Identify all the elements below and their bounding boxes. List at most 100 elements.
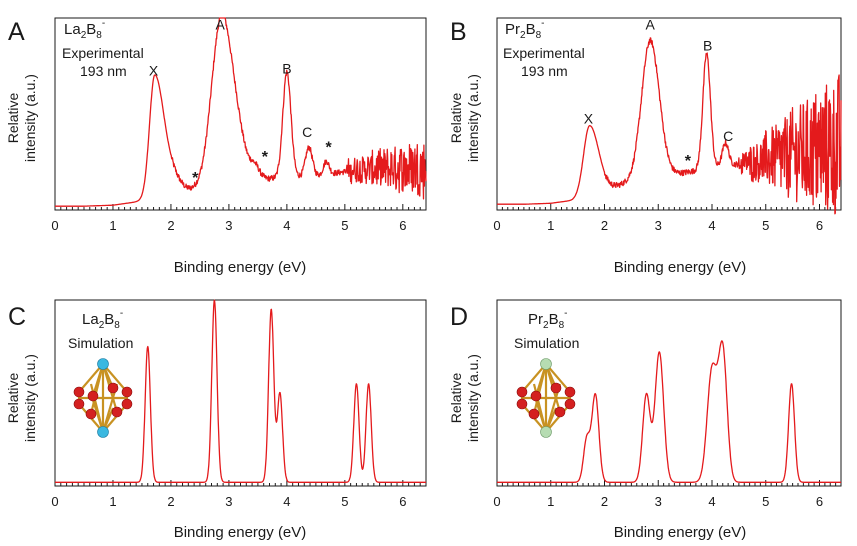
species-base: La	[64, 21, 81, 38]
peak-label: B	[282, 61, 291, 77]
bond	[78, 363, 104, 393]
ylabel: Relative intensity (a.u.)	[5, 354, 38, 442]
boron-atom	[564, 386, 576, 398]
species-sup: -	[541, 18, 544, 29]
note-1: Simulation	[514, 335, 579, 351]
x-tick-label: 5	[762, 218, 769, 233]
x-tick-label: 0	[493, 218, 500, 233]
species-sub2: 8	[559, 320, 565, 331]
ylabel: Relative intensity (a.u.)	[448, 74, 481, 162]
x-tick-label: 6	[816, 218, 823, 233]
ylabel-line-2: intensity (a.u.)	[22, 354, 38, 442]
xlabel: Binding energy (eV)	[614, 259, 747, 276]
bond	[545, 363, 571, 393]
species-sub2: 8	[114, 320, 120, 331]
species-sub1: 2	[520, 30, 526, 41]
spectrum-line	[496, 340, 842, 483]
boron-atom	[85, 408, 97, 420]
species-label: La2B8-	[82, 308, 123, 331]
peak-label: *	[192, 170, 199, 187]
x-tick-label: 3	[655, 218, 662, 233]
note-1: Simulation	[68, 335, 133, 351]
lanthanum-atom-bottom	[97, 426, 109, 438]
xlabel: Binding energy (eV)	[614, 524, 747, 541]
x-tick-label: 5	[762, 494, 769, 509]
x-tick-label: 3	[225, 494, 232, 509]
species-sub1: 2	[99, 320, 105, 331]
species-mid: B	[526, 21, 536, 38]
ylabel-line-2: intensity (a.u.)	[465, 74, 481, 162]
peak-labels: X A B C * * *	[149, 17, 333, 188]
bond	[89, 363, 105, 415]
peak-label: B	[703, 38, 712, 54]
axes: 0 1 2 3 4 5 6	[51, 17, 427, 233]
species-sub1: 2	[543, 320, 549, 331]
x-tick-label: 6	[399, 494, 406, 509]
x-tick-label: 4	[283, 494, 290, 509]
panel-c: C Relative intensity (a.u.) La2B8- Simul…	[5, 299, 427, 541]
praseodymium-atom-bottom	[540, 426, 552, 438]
panel-letter: B	[450, 18, 467, 46]
boron-atom	[550, 382, 562, 394]
x-tick-label: 4	[283, 218, 290, 233]
panel-b: B Relative intensity (a.u.) Pr2B8- Exper…	[448, 17, 842, 276]
species-sub2: 8	[96, 30, 102, 41]
axes: 0 1 2 3 4 5 6	[493, 299, 842, 509]
x-tick-label: 4	[708, 218, 715, 233]
species-label: La2B8-	[64, 18, 105, 41]
note-1: Experimental	[62, 45, 144, 61]
x-tick-label: 1	[109, 494, 116, 509]
note-1: Experimental	[503, 45, 585, 61]
peak-label: *	[325, 139, 332, 156]
x-tick-label: 6	[816, 494, 823, 509]
note-2: 193 nm	[521, 63, 568, 79]
boron-atom	[528, 408, 540, 420]
peak-label: C	[723, 128, 733, 144]
x-tick-label: 6	[399, 218, 406, 233]
spectrum-line	[54, 17, 427, 207]
xlabel: Binding energy (eV)	[174, 524, 307, 541]
x-tick-label: 5	[341, 218, 348, 233]
boron-atom	[73, 386, 85, 398]
x-tick-label: 2	[167, 494, 174, 509]
peak-label: A	[216, 17, 226, 33]
x-tick-label: 3	[225, 218, 232, 233]
species-sup: -	[564, 308, 567, 319]
boron-atom	[121, 386, 133, 398]
species-base: Pr	[505, 21, 520, 38]
peak-labels: X A B C *	[584, 17, 733, 170]
x-tick-label: 2	[601, 494, 608, 509]
bond	[545, 403, 571, 433]
species-sup: -	[102, 18, 105, 29]
species-mid: B	[549, 311, 559, 328]
spectrum-line	[54, 299, 427, 483]
boron-atom	[554, 406, 566, 418]
boron-atom	[73, 398, 85, 410]
panel-letter: D	[450, 303, 468, 331]
boron-atom	[87, 390, 99, 402]
species-base: Pr	[528, 311, 543, 328]
xlabel: Binding energy (eV)	[174, 259, 307, 276]
x-tick-label: 3	[655, 494, 662, 509]
boron-atom	[516, 386, 528, 398]
x-tick-label: 0	[51, 218, 58, 233]
x-tick-label: 1	[547, 494, 554, 509]
praseodymium-atom-top	[540, 358, 552, 370]
species-sup: -	[120, 308, 123, 319]
x-tick-label: 4	[708, 494, 715, 509]
ylabel-line-1: Relative	[5, 373, 21, 424]
peak-label: *	[262, 149, 269, 166]
peak-label: X	[584, 111, 594, 127]
species-base: La	[82, 311, 99, 328]
x-tick-label: 5	[341, 494, 348, 509]
species-label: Pr2B8-	[528, 308, 567, 331]
cluster-structure	[73, 358, 133, 438]
panel-letter: A	[8, 18, 25, 46]
species-mid: B	[86, 21, 96, 38]
axes: 0 1 2 3 4 5 6	[493, 17, 842, 233]
bond	[102, 363, 128, 393]
bond	[532, 363, 548, 415]
panel-d: D Relative intensity (a.u.) Pr2B8- Simul…	[448, 299, 842, 541]
ylabel-line-2: intensity (a.u.)	[465, 354, 481, 442]
